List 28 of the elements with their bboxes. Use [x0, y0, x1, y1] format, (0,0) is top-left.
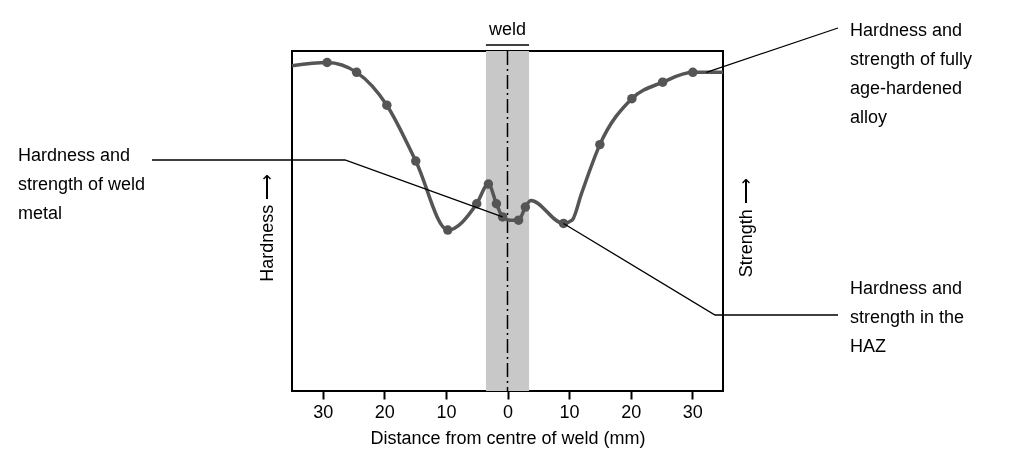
point	[688, 67, 698, 78]
annotation: Hardness and strength of weld metal	[18, 145, 146, 223]
point	[558, 218, 569, 229]
x-tick-label: 10	[559, 401, 580, 422]
x-tick-label: 20	[621, 401, 642, 422]
point	[351, 67, 362, 78]
point	[657, 77, 668, 87]
point	[483, 179, 494, 189]
x-tick-label: 20	[374, 401, 395, 422]
point	[382, 100, 392, 110]
annotation: Hardness and strength in the HAZ	[850, 278, 965, 356]
band-label: weld	[487, 19, 527, 39]
y2-axis-title: Strength ⟶	[736, 178, 756, 278]
x-tick-label: 30	[682, 401, 703, 422]
point	[491, 199, 502, 209]
point	[595, 139, 605, 150]
point	[627, 93, 637, 104]
annotation: Hardness and strength of fully age-hardened alloy	[850, 20, 973, 127]
x-tick-label: 30	[313, 401, 334, 422]
point	[520, 202, 531, 212]
point	[322, 57, 332, 68]
point	[411, 156, 421, 166]
point	[513, 215, 524, 225]
point	[443, 225, 453, 235]
x-tick-label: 0	[502, 401, 514, 422]
x-tick-label: 10	[436, 401, 457, 422]
y-axis-title: Hardness ⟶	[257, 173, 277, 282]
x-axis-title: Distance from centre of weld (mm)	[370, 427, 646, 448]
